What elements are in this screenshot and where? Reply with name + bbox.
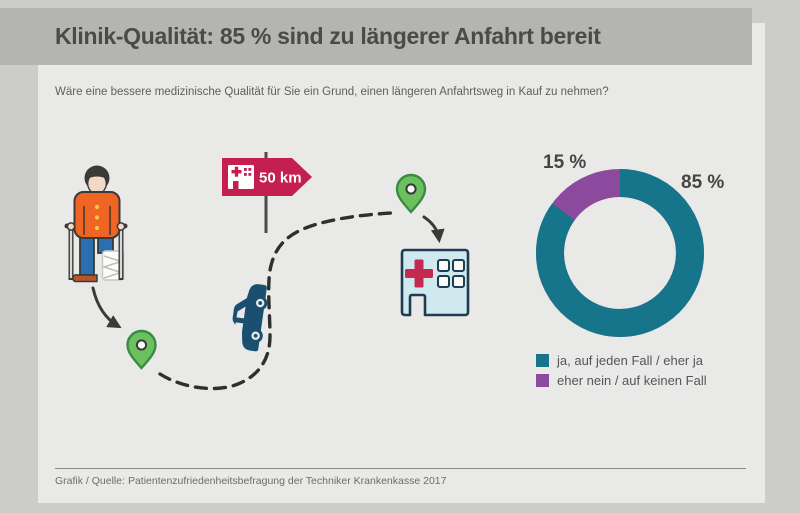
legend-label-yes: ja, auf jeden Fall / eher ja	[557, 353, 703, 368]
sign-distance-label: 50 km	[259, 170, 302, 187]
donut-label-minor: 15 %	[543, 152, 587, 173]
footer-divider	[55, 468, 746, 469]
legend-label-no: eher nein / auf keinen Fall	[557, 373, 707, 388]
donut-chart	[536, 169, 704, 337]
header-band: Klinik-Qualität: 85 % sind zu längerer A…	[0, 8, 752, 65]
car-icon	[232, 284, 268, 352]
sign-hospital-glyph	[228, 165, 254, 189]
donut-label-major: 85 %	[681, 172, 725, 193]
hospital-icon	[400, 248, 470, 317]
legend-swatch-teal	[536, 354, 549, 367]
route-dashed-path	[158, 211, 394, 391]
page-title: Klinik-Qualität: 85 % sind zu längerer A…	[55, 23, 601, 49]
journey-illustration: 50 km	[64, 152, 470, 391]
arrow-to-hospital	[422, 215, 445, 244]
chart-legend: ja, auf jeden Fall / eher ja eher nein /…	[536, 353, 707, 388]
destination-location-pin-icon	[395, 173, 427, 214]
survey-question: Wäre eine bessere medizinische Qualität …	[55, 86, 609, 98]
legend-item-yes: ja, auf jeden Fall / eher ja	[536, 353, 707, 368]
patient-on-crutches-icon	[64, 165, 128, 283]
source-credit: Grafik / Quelle: Patientenzufriedenheits…	[55, 475, 447, 487]
legend-swatch-purple	[536, 374, 549, 387]
start-location-pin-icon	[126, 329, 157, 370]
distance-signpost-icon: 50 km	[222, 152, 312, 233]
arrow-to-start-pin	[91, 286, 122, 329]
donut-main-arc	[536, 169, 704, 337]
legend-item-no: eher nein / auf keinen Fall	[536, 373, 707, 388]
